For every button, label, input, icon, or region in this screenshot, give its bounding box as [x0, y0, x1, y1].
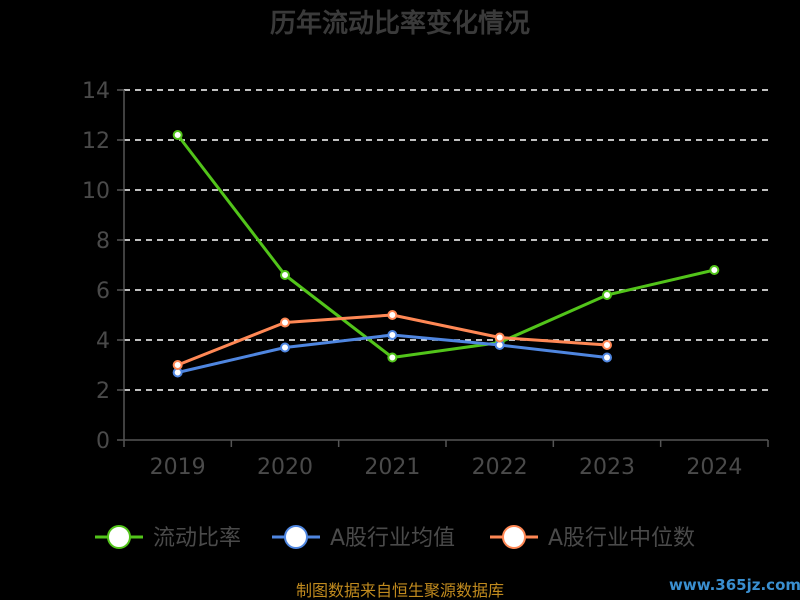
legend-label: 流动比率 [153, 526, 241, 551]
y-tick-label: 10 [82, 179, 110, 204]
x-tick-label: 2024 [686, 455, 742, 480]
y-tick-label: 8 [96, 229, 110, 254]
legend-label: A股行业均值 [330, 526, 455, 551]
y-tick-label: 14 [82, 79, 110, 104]
data-point[interactable] [602, 340, 612, 350]
series-lines [172, 130, 720, 378]
x-tick-label: 2022 [472, 455, 528, 480]
data-point[interactable] [387, 330, 398, 340]
y-tick-label: 4 [96, 329, 110, 354]
data-point[interactable] [280, 317, 290, 328]
legend-item-2[interactable]: A股行业中位数 [490, 525, 695, 551]
data-point[interactable] [280, 270, 290, 280]
legend-label: A股行业中位数 [548, 526, 695, 551]
data-point[interactable] [494, 332, 505, 343]
legend-item-0[interactable]: 流动比率 [95, 525, 241, 551]
data-point[interactable] [172, 130, 183, 140]
data-point[interactable] [602, 352, 612, 363]
data-point[interactable] [387, 352, 398, 363]
data-point[interactable] [602, 290, 612, 300]
x-tick-label: 2021 [364, 455, 420, 480]
series-line-0 [176, 134, 715, 359]
legend-item-1[interactable]: A股行业均值 [272, 525, 455, 551]
y-tick-label: 0 [96, 429, 110, 454]
x-tick-label: 2020 [257, 455, 313, 480]
legend-marker-swatch [107, 525, 131, 549]
y-tick-label: 2 [96, 379, 110, 404]
data-source-note: 制图数据来自恒生聚源数据库 [296, 581, 504, 600]
x-tick-label: 2023 [579, 455, 635, 480]
data-point[interactable] [387, 310, 398, 320]
axes: 0 2 4 6 8 10 12 14 2019 2020 2021 2022 2023 2024 [82, 79, 769, 480]
data-point[interactable] [172, 360, 183, 370]
y-tick-label: 12 [82, 129, 110, 154]
y-tick-label: 6 [96, 279, 110, 304]
legend-marker-swatch [502, 525, 526, 549]
data-point[interactable] [709, 265, 720, 275]
x-tick-label: 2019 [150, 455, 206, 480]
legend-marker-swatch [284, 525, 308, 549]
chart-title: 历年流动比率变化情况 [270, 8, 530, 39]
site-watermark: www.365jz.com [669, 576, 800, 594]
legend[interactable]: 流动比率 A股行业均值 A股行业中位数 [95, 525, 695, 551]
data-point[interactable] [280, 342, 290, 353]
